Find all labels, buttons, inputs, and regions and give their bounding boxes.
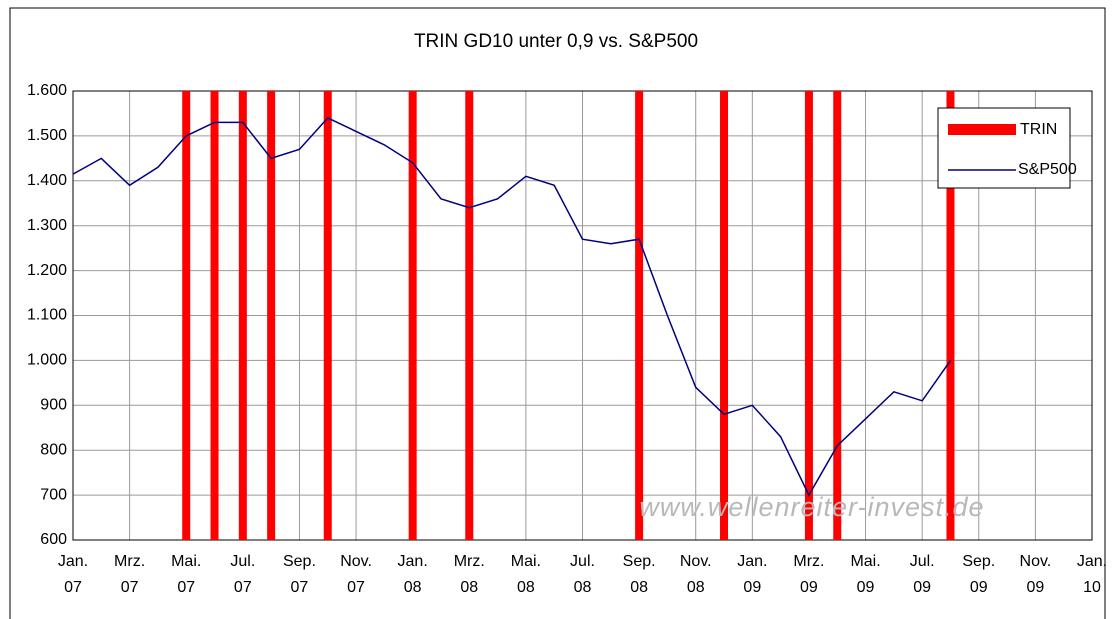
x-tick-label: Mrz. 09: [793, 553, 824, 596]
x-tick-label: Mai. 08: [511, 553, 541, 596]
x-tick-label: Jan. 08: [398, 553, 428, 596]
x-tick-label: Jul. 07: [230, 553, 255, 596]
y-tick-label: 600: [40, 531, 67, 548]
plot-border: [72, 90, 1093, 541]
trin-band: [238, 91, 247, 540]
x-tick-label: Nov. 07: [340, 553, 372, 596]
trin-band: [946, 91, 955, 540]
y-tick-label: 1.400: [27, 172, 67, 189]
x-tick-label: Jul. 08: [570, 553, 595, 596]
x-tick-label: Sep. 08: [623, 553, 656, 596]
y-tick-label: 1.500: [27, 127, 67, 144]
x-tick-label: Mrz. 07: [114, 553, 145, 596]
y-tick-label: 1.600: [27, 82, 67, 99]
trin-band: [182, 91, 191, 540]
y-tick-label: 1.300: [27, 217, 67, 234]
x-tick-label: Nov. 08: [680, 553, 712, 596]
x-tick-label: Mrz. 08: [454, 553, 485, 596]
trin-band: [804, 91, 813, 540]
y-tick-label: 800: [40, 441, 67, 458]
x-tick-label: Sep. 07: [283, 553, 316, 596]
trin-band: [210, 91, 219, 540]
y-tick-label: 1.200: [27, 262, 67, 279]
y-tick-label: 900: [40, 397, 67, 414]
y-tick-label: 1.100: [27, 307, 67, 324]
x-tick-label: Jul. 09: [910, 553, 935, 596]
x-tick-label: Jan. 09: [737, 553, 767, 596]
x-tick-label: Nov. 09: [1020, 553, 1052, 596]
x-tick-label: Sep. 09: [962, 553, 995, 596]
chart-title: TRIN GD10 unter 0,9 vs. S&P500: [414, 31, 698, 52]
trin-band: [833, 91, 842, 540]
trin-band: [635, 91, 644, 540]
x-tick-label: Jan. 10: [1077, 553, 1107, 596]
y-tick-label: 700: [40, 486, 67, 503]
x-tick-label: Mai. 07: [171, 553, 201, 596]
line-series: [72, 116, 952, 497]
x-tick-label: Jan. 07: [58, 553, 88, 596]
y-tick-label: 1.000: [27, 352, 67, 369]
legend-label: S&P500: [1018, 161, 1077, 178]
trin-band: [323, 91, 332, 540]
trin-band: [267, 91, 276, 540]
legend-label: TRIN: [1020, 121, 1057, 138]
trin-band: [720, 91, 729, 540]
watermark: www.wellenreiter-invest.de: [639, 492, 984, 522]
trin-band: [465, 91, 474, 540]
legend-swatch: [948, 124, 1016, 135]
x-tick-label: Mai. 09: [850, 553, 880, 596]
legend-box: [937, 107, 1071, 189]
trin-band: [408, 91, 417, 540]
